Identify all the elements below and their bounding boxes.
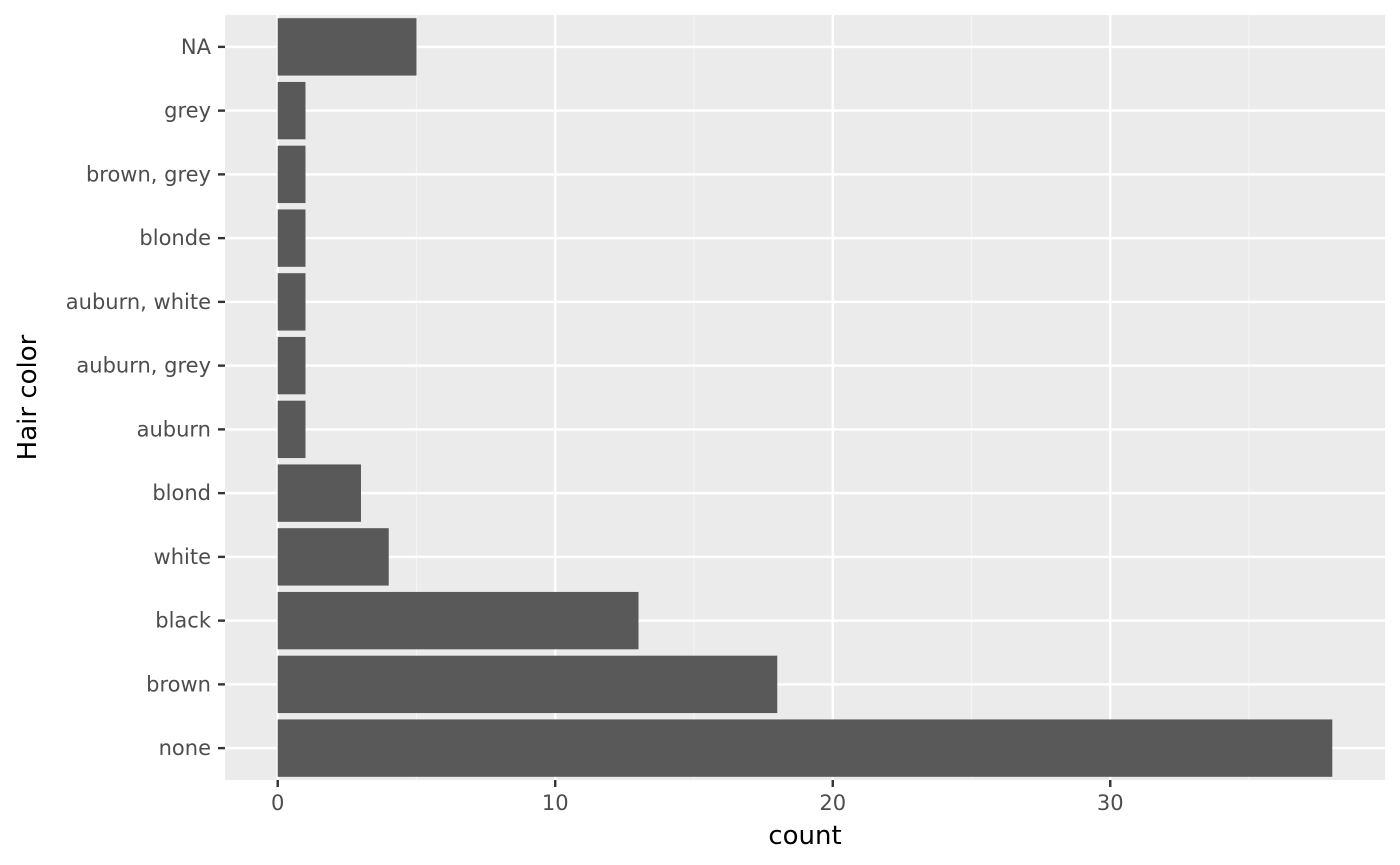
bar-brown	[277, 655, 778, 714]
bar-auburn-white	[277, 273, 306, 331]
bar-black	[277, 591, 639, 650]
y-tick-label: NA	[181, 35, 212, 59]
y-tick-label: blond	[152, 481, 211, 505]
bar-blond	[277, 464, 361, 522]
y-tick-label: brown	[146, 672, 211, 696]
x-tick-label: 30	[1097, 791, 1124, 815]
x-tick-label: 0	[271, 791, 284, 815]
y-tick-label: auburn, grey	[76, 354, 211, 378]
x-tick-label: 20	[819, 791, 846, 815]
y-tick-label: blonde	[139, 226, 211, 250]
bar-grey	[277, 81, 306, 140]
y-axis: none brown black white blond auburn auburn, gr…	[66, 35, 225, 760]
bar-na	[277, 18, 417, 76]
x-axis: 0 10 20 30	[271, 780, 1124, 815]
y-tick-label: brown, grey	[86, 162, 211, 186]
bars	[277, 18, 1333, 777]
bar-auburn-grey	[277, 336, 306, 395]
minor-gridlines	[415, 15, 1250, 780]
y-tick-label: auburn, white	[66, 290, 211, 314]
y-axis-title: Hair color	[13, 334, 43, 460]
bar-white	[277, 528, 389, 586]
x-axis-title: count	[768, 821, 841, 851]
y-tick-label: black	[155, 609, 212, 633]
y-tick-label: none	[159, 736, 211, 760]
x-tick-label: 10	[542, 791, 569, 815]
plot-panel	[225, 15, 1385, 780]
bar-auburn	[277, 400, 306, 459]
y-tick-label: auburn	[137, 417, 211, 441]
y-tick-label: grey	[164, 99, 211, 123]
bar-none	[277, 719, 1333, 777]
bar-blonde	[277, 209, 306, 267]
bar-brown-grey	[277, 145, 306, 204]
y-tick-label: white	[154, 545, 211, 569]
